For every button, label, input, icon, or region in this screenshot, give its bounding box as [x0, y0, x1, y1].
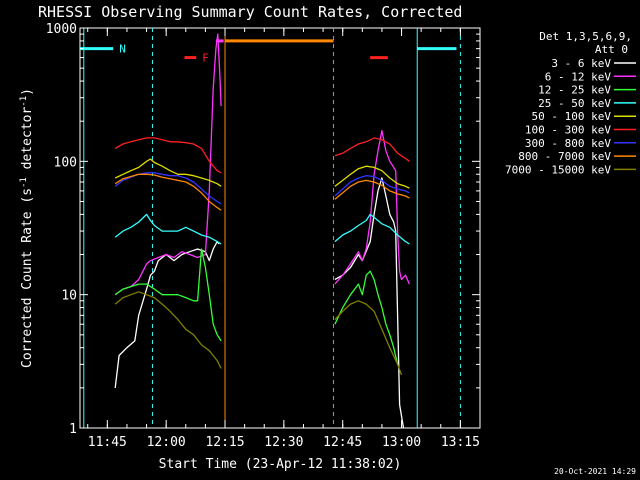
series-line	[334, 137, 410, 162]
series-line	[114, 248, 222, 342]
legend-label: 7000 - 15000 keV	[505, 163, 611, 176]
legend-label: 3 - 6 keV	[551, 57, 611, 70]
series-line	[114, 137, 222, 174]
series-line	[114, 240, 220, 388]
y-tick-label: 1	[69, 422, 77, 437]
series-line	[334, 300, 403, 376]
y-axis-label-sup-2: -1	[19, 96, 29, 107]
x-tick-label: 12:00	[147, 435, 186, 450]
y-tick-label: 100	[54, 155, 77, 170]
y-axis-label: Corrected Count Rate (s-1 detector-1)	[19, 88, 35, 368]
series-layer	[114, 33, 410, 429]
x-axis-label: Start Time (23-Apr-12 11:38:02)	[159, 457, 402, 472]
series-line	[114, 291, 222, 369]
y-axis: 1 10 100 1000	[46, 22, 480, 437]
series-line	[334, 129, 410, 285]
chart-title: RHESSI Observing Summary Count Rates, Co…	[38, 3, 462, 21]
x-tick-label: 12:30	[264, 435, 303, 450]
x-axis: 11:45 12:00 12:15 12:30 12:45 13:00 13:15	[87, 28, 480, 450]
series-line	[334, 165, 410, 189]
series-line	[334, 213, 410, 245]
series-line	[334, 270, 399, 365]
legend-label: 6 - 12 keV	[545, 70, 612, 83]
x-tick-label: 13:15	[441, 435, 480, 450]
vline-layer	[83, 28, 461, 428]
series-line	[114, 158, 222, 187]
legend-label: 25 - 50 keV	[538, 97, 611, 110]
legend-header-1: Det 1,3,5,6,9,	[539, 30, 632, 43]
x-tick-label: 12:15	[205, 435, 244, 450]
x-tick-label: 13:00	[382, 435, 421, 450]
y-tick-label: 1000	[46, 22, 77, 37]
legend-header-2: Att 0	[595, 43, 628, 56]
series-line	[334, 179, 410, 200]
series-line	[114, 33, 222, 296]
legend-label: 100 - 300 keV	[525, 124, 611, 137]
legend-label: 50 - 100 keV	[532, 110, 612, 123]
flag-label: N	[119, 43, 126, 56]
y-axis-label-sup: -1	[19, 177, 29, 188]
legend-label: 300 - 800 keV	[525, 137, 611, 150]
x-tick-label: 12:45	[323, 435, 362, 450]
legend-label: 800 - 7000 keV	[518, 150, 611, 163]
flag-layer: NF	[80, 39, 457, 65]
x-tick-label: 11:45	[88, 435, 127, 450]
series-line	[334, 177, 405, 429]
y-axis-label-mid: detector	[20, 107, 35, 178]
series-line	[334, 175, 410, 197]
series-line	[114, 213, 222, 245]
legend-label: 12 - 25 keV	[538, 84, 611, 97]
y-tick-label: 10	[61, 289, 77, 304]
y-axis-label-close: )	[20, 88, 35, 96]
plot-frame	[79, 27, 481, 429]
flag-label: F	[202, 52, 209, 65]
y-axis-label-main: Corrected Count Rate (s	[20, 188, 35, 368]
series-line	[114, 173, 222, 211]
series-line	[114, 172, 222, 205]
timestamp: 20-Oct-2021 14:29	[554, 467, 636, 476]
